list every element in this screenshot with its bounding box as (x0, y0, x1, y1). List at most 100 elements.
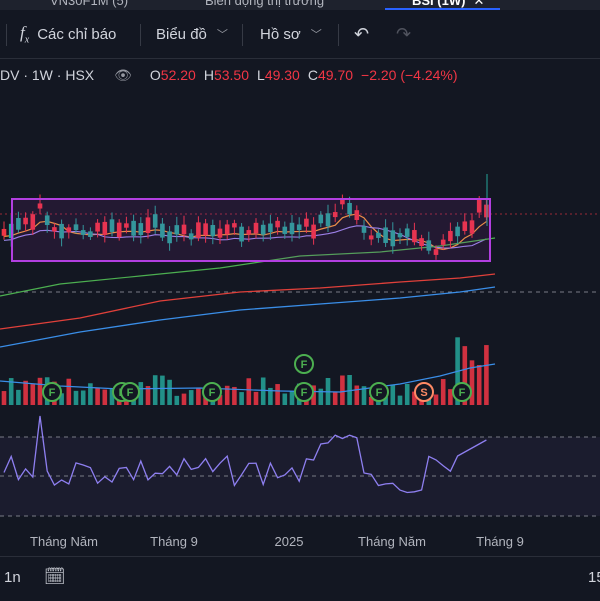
volume-bar (181, 393, 187, 405)
event-marker-circle (452, 382, 472, 402)
volume-bar (275, 384, 280, 405)
candle-body (368, 235, 374, 240)
close-icon[interactable]: ✕ (473, 0, 485, 8)
chart-toolbar: fx Các chỉ báo Biểu đồ ﹀ Hồ sơ ﹀ ↶ ↷ (0, 10, 600, 59)
date-range-icon[interactable]: 🗓 (44, 567, 66, 586)
candle-body (476, 199, 482, 213)
volume-bar (138, 382, 144, 405)
candle-body (232, 223, 237, 228)
symbol-label: DV · 1W · HSX (0, 67, 95, 83)
redo-button[interactable]: ↷ (396, 10, 411, 58)
chevron-down-icon: ﹀ (310, 29, 322, 41)
candle-body (469, 220, 475, 234)
volume-bar (268, 387, 273, 405)
indicators-button[interactable]: fx Các chỉ báo (20, 10, 116, 58)
event-marker-circle (369, 382, 389, 402)
candle-body (484, 204, 489, 218)
candle-body (23, 217, 28, 225)
candle-body (145, 217, 151, 234)
tab-bsi[interactable]: BSI (1W) ✕ (390, 0, 484, 9)
volume-bar (1, 391, 7, 405)
toolbar-divider (338, 24, 339, 46)
candle-body (210, 225, 216, 237)
candle-body (433, 249, 439, 255)
tab-label: Biến động thị trường (205, 0, 325, 8)
candle-body (304, 218, 309, 227)
volume-bar (66, 378, 72, 405)
candle-body (124, 223, 129, 228)
undo-icon: ↶ (354, 23, 370, 44)
candle-body (203, 223, 208, 236)
indicators-label: Các chỉ báo (37, 25, 117, 43)
volume-bar (152, 375, 158, 405)
bottom-toolbar: 1n 🗓 15 (0, 556, 600, 601)
event-marker-circle (294, 354, 314, 374)
range-1y-button[interactable]: 1n (4, 569, 21, 586)
tab-market-movement[interactable]: Biến động thị trường (185, 0, 324, 8)
candle-body (354, 210, 360, 220)
volume-bar (318, 388, 324, 405)
open-value: 52.20 (160, 67, 196, 83)
candle-body (37, 203, 43, 209)
candle-body (246, 230, 252, 235)
candle-body (332, 212, 338, 218)
volume-bar (167, 379, 172, 405)
candle-body (289, 222, 295, 235)
volume-bar (397, 395, 403, 405)
volume-bar (95, 387, 100, 405)
volume-bar (232, 386, 237, 405)
financial-marker: F (459, 387, 466, 399)
candle-body (296, 224, 302, 231)
candle-body (181, 224, 187, 235)
volume-bar (30, 384, 36, 405)
eye-icon[interactable]: 👁 (114, 66, 132, 83)
candle-body (188, 233, 194, 240)
candle-body (73, 224, 79, 231)
chevron-down-icon: ﹀ (216, 29, 228, 41)
financial-marker: F (209, 387, 216, 399)
volume-bar (476, 364, 482, 405)
financial-marker: F (301, 387, 308, 399)
chart-type-dropdown[interactable]: Biểu đồ ﹀ (156, 10, 228, 58)
candle-body (419, 238, 424, 247)
tab-vn30f1m[interactable]: VN30F1M (5) (50, 0, 129, 8)
volume-bar (462, 346, 468, 405)
rsi-line (3, 415, 487, 494)
volume-bar (109, 389, 115, 405)
tab-label: BSI (1W) (412, 0, 466, 8)
volume-bar (88, 383, 93, 405)
financial-marker: F (127, 387, 134, 399)
volume-bar (404, 383, 410, 405)
volume-bar (383, 396, 388, 405)
candle-body (383, 227, 388, 243)
candle-body (217, 228, 223, 238)
toolbar-divider (242, 24, 243, 46)
candle-body (268, 223, 273, 233)
volume-bar (102, 389, 108, 405)
profile-dropdown[interactable]: Hồ sơ ﹀ (260, 10, 322, 58)
redo-icon: ↷ (396, 23, 412, 44)
volume-bar (16, 389, 21, 405)
candle-body (260, 224, 266, 235)
volume-bar (340, 375, 345, 405)
undo-button[interactable]: ↶ (354, 10, 369, 58)
toolbar-divider (6, 24, 7, 46)
candle-body (167, 231, 172, 244)
time-axis: Tháng Năm Tháng 9 2025 Tháng Năm Tháng 9 (30, 534, 524, 549)
time-axis-label: Tháng 9 (476, 534, 524, 549)
volume-bar (289, 390, 295, 405)
volume-bar (160, 375, 165, 405)
split-marker: S (420, 387, 427, 399)
event-marker-circle (414, 382, 434, 402)
candle-body (376, 232, 381, 238)
function-icon: fx (20, 22, 30, 46)
time-axis-label: Tháng 9 (150, 534, 198, 549)
volume-bar (354, 385, 360, 405)
volume-bar (361, 386, 367, 405)
event-marker-circle (42, 382, 62, 402)
range-box[interactable] (11, 198, 491, 262)
volume-bar (224, 385, 230, 405)
change-value: −2.20 (−4.24%) (361, 67, 458, 83)
candle-body (138, 223, 144, 236)
